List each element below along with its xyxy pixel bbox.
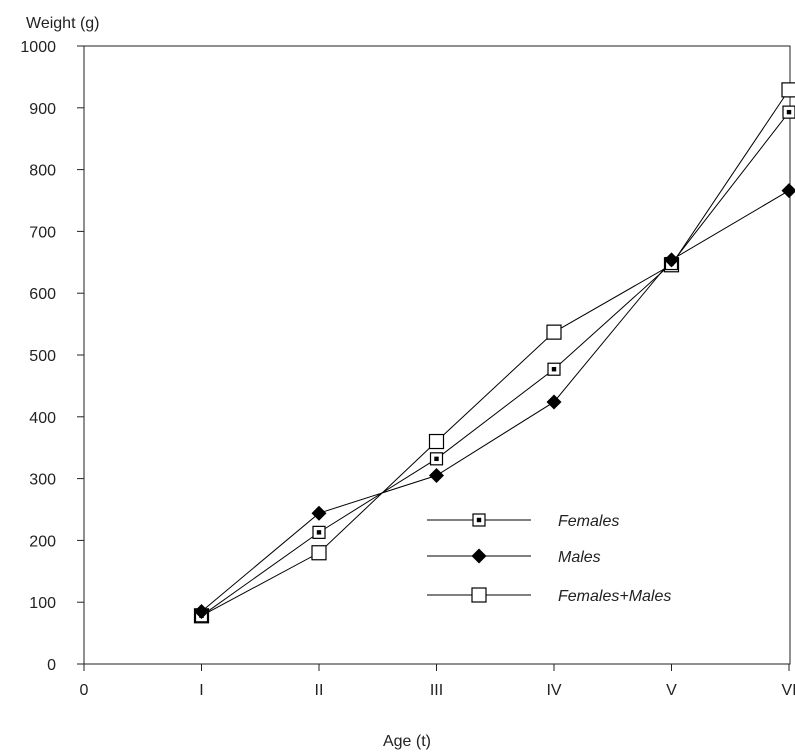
series-line — [201, 89, 790, 617]
data-point — [664, 252, 679, 268]
data-point-dot — [316, 530, 322, 535]
legend-label: Females — [558, 513, 619, 530]
legend-item: Males — [427, 548, 601, 566]
x-tick-label: I — [199, 682, 203, 699]
data-point — [428, 433, 445, 450]
x-tick-label: VI — [781, 682, 795, 699]
data-point — [311, 505, 327, 521]
data-point — [471, 587, 487, 603]
y-tick-label: 900 — [29, 101, 56, 118]
series-markers — [194, 183, 795, 619]
x-tick-label: IV — [546, 682, 561, 699]
plot-frame — [83, 45, 791, 665]
data-point — [781, 82, 795, 98]
y-tick-label: 100 — [29, 595, 56, 612]
data-point-dot — [434, 456, 439, 462]
legend-item: Females+Males — [427, 587, 671, 605]
data-point — [311, 545, 327, 561]
x-tick-label: III — [430, 682, 443, 699]
data-point — [429, 468, 444, 484]
y-tick-label: 800 — [29, 163, 56, 180]
series-line — [201, 190, 790, 612]
y-tick-label: 1000 — [20, 39, 56, 56]
y-tick-label: 400 — [29, 410, 56, 427]
legend-label: Males — [558, 549, 601, 566]
y-tick-label: 0 — [47, 657, 56, 674]
data-point-dot — [551, 367, 557, 372]
x-axis-title: Age (t) — [383, 733, 431, 750]
y-tick-label: 200 — [29, 533, 56, 550]
legend: Females Males Females+Males — [427, 513, 671, 605]
series-markers — [194, 105, 795, 623]
y-axis: 0 100 200 300 400 500 600 700 800 900 1000 — [20, 39, 84, 674]
data-point — [194, 603, 209, 619]
y-tick-label: 700 — [29, 224, 56, 241]
legend-item: Females — [427, 513, 619, 530]
data-point — [546, 324, 562, 340]
x-axis: 0 I II III IV V VI — [80, 664, 795, 699]
y-tick-label: 300 — [29, 472, 56, 489]
series-line — [201, 111, 790, 617]
data-point — [781, 183, 795, 199]
x-tick-label: II — [315, 682, 324, 699]
x-tick-label: 0 — [80, 682, 89, 699]
data-point-dot — [786, 109, 792, 115]
y-tick-label: 600 — [29, 286, 56, 303]
x-tick-label: V — [666, 682, 677, 699]
data-point — [471, 548, 487, 564]
y-axis-title: Weight (g) — [26, 15, 100, 32]
data-point-dot — [476, 517, 482, 523]
series-layer — [193, 82, 795, 624]
legend-label: Females+Males — [558, 588, 671, 605]
data-point — [546, 394, 562, 410]
y-tick-label: 500 — [29, 348, 56, 365]
